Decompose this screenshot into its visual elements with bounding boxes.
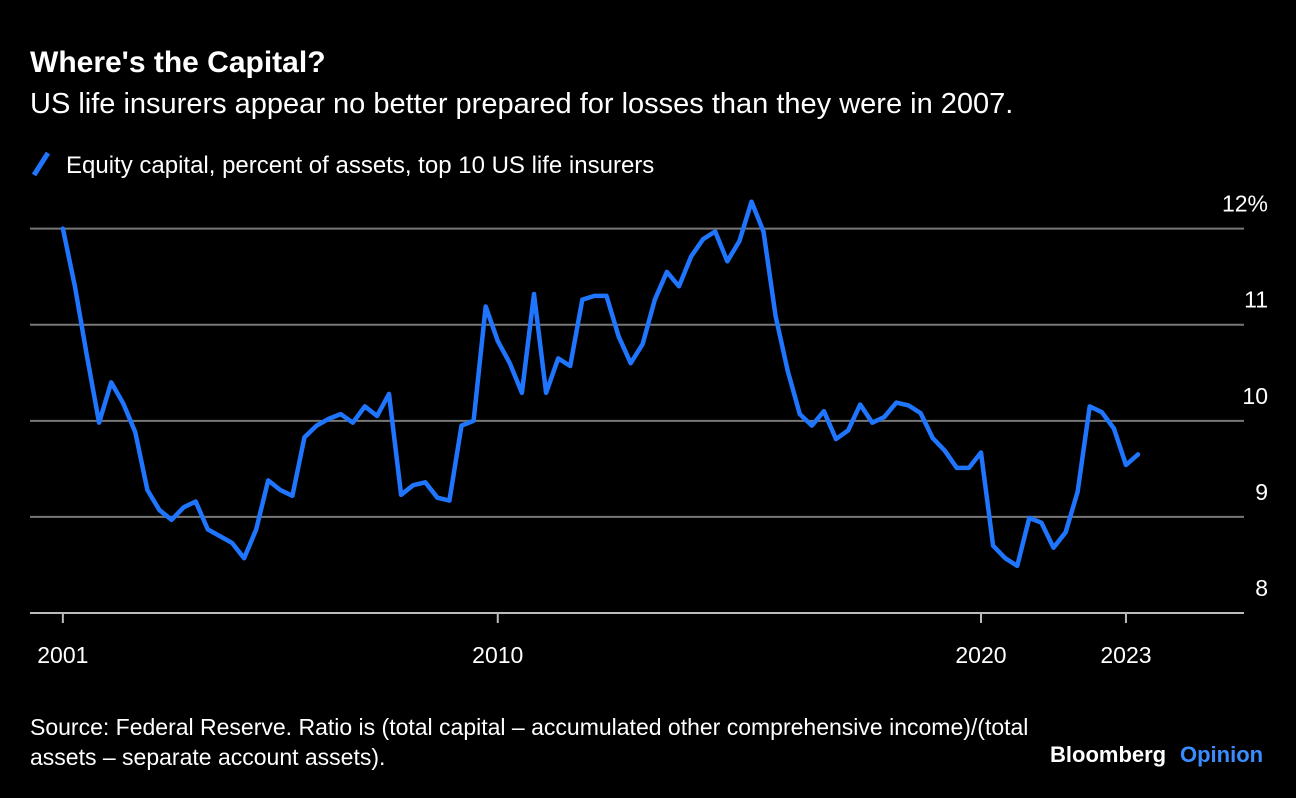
- legend-swatch: [31, 151, 51, 177]
- y-tick-label: 8: [1255, 575, 1268, 601]
- chart-title: Where's the Capital?: [30, 46, 326, 79]
- source-note: Source: Federal Reserve. Ratio is (total…: [30, 714, 1029, 770]
- y-tick-label: 10: [1242, 383, 1268, 409]
- y-tick-label: 9: [1255, 479, 1268, 505]
- y-tick-label: 11: [1244, 287, 1268, 313]
- data-line: [60, 199, 1141, 569]
- x-tick-label: 2023: [1100, 642, 1151, 668]
- x-tick-label: 2020: [955, 642, 1006, 668]
- brand: Bloomberg: [1050, 742, 1166, 767]
- brand-sub: Opinion: [1180, 742, 1263, 767]
- y-tick-label: 12%: [1222, 191, 1268, 217]
- legend-label: Equity capital, percent of assets, top 1…: [66, 152, 654, 179]
- x-tick-label: 2010: [472, 642, 523, 668]
- chart-subtitle: US life insurers appear no better prepar…: [30, 88, 1013, 120]
- x-tick-label: 2001: [37, 642, 88, 668]
